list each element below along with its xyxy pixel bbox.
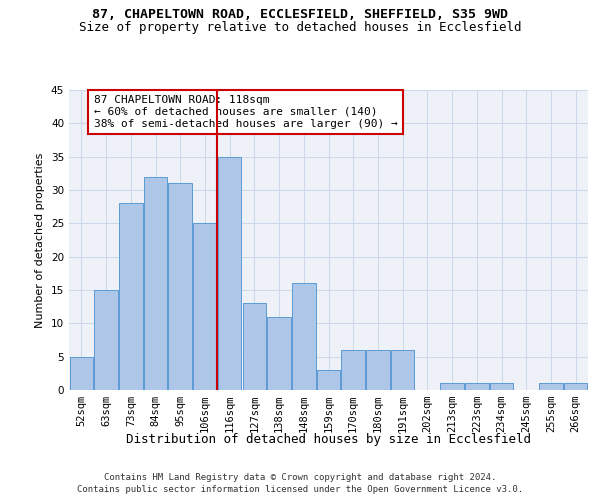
- Bar: [465, 384, 488, 390]
- Bar: [440, 384, 464, 390]
- Text: Contains public sector information licensed under the Open Government Licence v3: Contains public sector information licen…: [77, 485, 523, 494]
- Bar: [242, 304, 266, 390]
- Bar: [391, 350, 415, 390]
- Bar: [539, 384, 563, 390]
- Bar: [94, 290, 118, 390]
- Bar: [292, 284, 316, 390]
- Text: Size of property relative to detached houses in Ecclesfield: Size of property relative to detached ho…: [79, 21, 521, 34]
- Y-axis label: Number of detached properties: Number of detached properties: [35, 152, 46, 328]
- Bar: [268, 316, 291, 390]
- Bar: [564, 384, 587, 390]
- Bar: [144, 176, 167, 390]
- Bar: [218, 156, 241, 390]
- Bar: [341, 350, 365, 390]
- Bar: [317, 370, 340, 390]
- Bar: [490, 384, 513, 390]
- Text: 87, CHAPELTOWN ROAD, ECCLESFIELD, SHEFFIELD, S35 9WD: 87, CHAPELTOWN ROAD, ECCLESFIELD, SHEFFI…: [92, 8, 508, 20]
- Bar: [193, 224, 217, 390]
- Text: 87 CHAPELTOWN ROAD: 118sqm
← 60% of detached houses are smaller (140)
38% of sem: 87 CHAPELTOWN ROAD: 118sqm ← 60% of deta…: [94, 96, 397, 128]
- Bar: [169, 184, 192, 390]
- Text: Distribution of detached houses by size in Ecclesfield: Distribution of detached houses by size …: [127, 432, 532, 446]
- Bar: [70, 356, 93, 390]
- Bar: [366, 350, 389, 390]
- Bar: [119, 204, 143, 390]
- Text: Contains HM Land Registry data © Crown copyright and database right 2024.: Contains HM Land Registry data © Crown c…: [104, 472, 496, 482]
